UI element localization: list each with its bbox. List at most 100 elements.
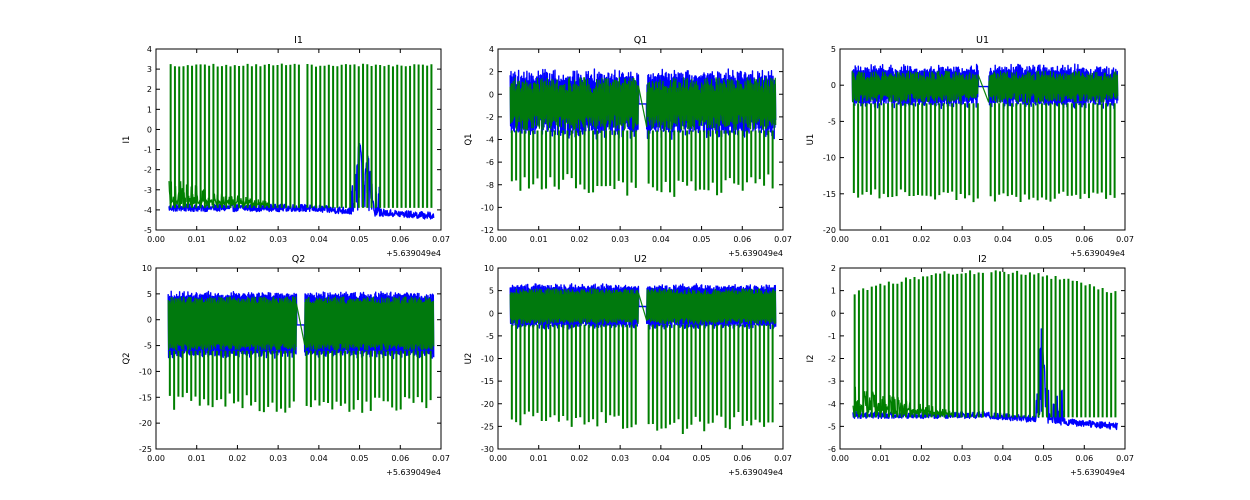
- axes-frame: [155, 48, 442, 231]
- subplot-title: I2: [978, 254, 987, 265]
- y-tick-label: -15: [481, 377, 494, 386]
- x-tick-label: 0.04: [652, 454, 670, 463]
- x-tick-label: 0.05: [351, 454, 369, 463]
- x-tick-label: 0.07: [1116, 235, 1134, 244]
- y-tick-label: 3: [147, 65, 152, 74]
- subplot-q1: 0.00 0.01 0.02 0.03 0.04 0.05 0.06 0.07 -12 -10 -8…: [464, 35, 792, 258]
- subplot-title: Q2: [292, 254, 306, 265]
- y-tick-label: 4: [147, 45, 152, 54]
- y-tick-label: 5: [831, 45, 836, 54]
- x-offset-label: +5.639049e4: [1070, 249, 1125, 258]
- y-axis-label: Q1: [464, 133, 474, 145]
- plot-area: [851, 63, 1119, 203]
- x-tick-label: 0.00: [147, 454, 165, 463]
- y-tick-label: 0: [489, 309, 494, 318]
- x-tick-label: 0.06: [733, 235, 751, 244]
- x-tick-label: 0.01: [188, 235, 206, 244]
- x-tick-label: 0.05: [693, 454, 711, 463]
- y-tick-label: 2: [831, 264, 836, 273]
- x-tick-label: 0.00: [489, 235, 507, 244]
- y-tick-label: -3: [828, 377, 836, 386]
- y-tick-label: -6: [828, 445, 836, 454]
- y-tick-label: 0: [489, 90, 494, 99]
- y-tick-label: -8: [486, 181, 494, 190]
- y-tick-label: 1: [831, 287, 836, 296]
- x-tick-label: 0.03: [953, 454, 971, 463]
- subplot-title: U2: [634, 254, 647, 265]
- x-tick-label: 0.06: [391, 454, 409, 463]
- y-tick-label: 4: [489, 45, 494, 54]
- y-axis-label: U2: [464, 353, 474, 365]
- y-tick-label: -10: [823, 154, 836, 163]
- axes-frame: [839, 48, 1126, 231]
- y-tick-label: -5: [144, 342, 152, 351]
- x-tick-label: 0.00: [831, 454, 849, 463]
- y-tick-label: -4: [144, 206, 152, 215]
- y-tick-label: -10: [481, 203, 494, 212]
- x-tick-label: 0.04: [310, 454, 328, 463]
- x-tick-label: 0.03: [611, 454, 629, 463]
- x-tick-label: 0.01: [872, 235, 890, 244]
- series-green-line: [168, 181, 271, 209]
- x-tick-label: 0.02: [913, 235, 931, 244]
- x-tick-label: 0.05: [1035, 454, 1053, 463]
- y-tick-label: -3: [144, 186, 152, 195]
- x-tick-label: 0.05: [351, 235, 369, 244]
- x-tick-label: 0.02: [913, 454, 931, 463]
- y-tick-label: -20: [481, 400, 494, 409]
- x-offset-label: +5.639049e4: [1070, 468, 1125, 477]
- x-tick-label: 0.05: [693, 235, 711, 244]
- y-tick-label: -20: [139, 419, 152, 428]
- y-tick-label: 10: [142, 264, 152, 273]
- x-tick-label: 0.06: [391, 235, 409, 244]
- y-tick-label: -20: [823, 226, 836, 235]
- y-tick-label: 1: [147, 105, 152, 114]
- x-tick-label: 0.01: [188, 454, 206, 463]
- series-green-line: [509, 288, 777, 325]
- y-tick-label: 2: [147, 85, 152, 94]
- subplot-u1: 0.00 0.01 0.02 0.03 0.04 0.05 0.06 0.07 -20 -15 -1…: [806, 35, 1134, 258]
- x-tick-label: 0.07: [774, 235, 792, 244]
- x-tick-label: 0.02: [229, 235, 247, 244]
- x-tick-label: 0.03: [611, 235, 629, 244]
- plot-area: [852, 270, 1119, 431]
- x-tick-label: 0.01: [530, 454, 548, 463]
- x-tick-label: 0.02: [571, 454, 589, 463]
- y-tick-label: -10: [481, 355, 494, 364]
- y-tick-label: 0: [147, 316, 152, 325]
- y-axis-label: I1: [122, 136, 132, 144]
- subplot-title: U1: [976, 35, 989, 46]
- y-axis-label: I2: [806, 355, 816, 363]
- y-tick-label: -6: [486, 158, 494, 167]
- x-tick-label: 0.05: [1035, 235, 1053, 244]
- y-tick-label: 2: [489, 68, 494, 77]
- y-tick-label: -10: [139, 367, 152, 376]
- y-tick-label: 0: [831, 309, 836, 318]
- x-tick-label: 0.06: [733, 454, 751, 463]
- y-tick-label: -25: [139, 445, 152, 454]
- y-tick-label: -25: [481, 422, 494, 431]
- x-tick-label: 0.00: [489, 454, 507, 463]
- series-green-line: [167, 296, 435, 351]
- x-offset-label: +5.639049e4: [386, 468, 441, 477]
- plot-area: [168, 63, 435, 220]
- y-tick-label: -30: [481, 445, 494, 454]
- y-tick-label: 5: [147, 290, 152, 299]
- x-tick-label: 0.06: [1075, 454, 1093, 463]
- x-offset-label: +5.639049e4: [386, 249, 441, 258]
- x-tick-label: 0.04: [994, 454, 1012, 463]
- subplot-u2: 0.00 0.01 0.02 0.03 0.04 0.05 0.06 0.07 -30 -25 -2…: [464, 254, 792, 477]
- y-tick-label: -15: [139, 393, 152, 402]
- plot-area: [167, 290, 435, 413]
- y-tick-label: -2: [828, 355, 836, 364]
- x-tick-label: 0.02: [229, 454, 247, 463]
- x-tick-label: 0.06: [1075, 235, 1093, 244]
- x-tick-label: 0.00: [831, 235, 849, 244]
- x-tick-label: 0.07: [432, 454, 450, 463]
- x-tick-label: 0.02: [571, 235, 589, 244]
- y-tick-label: 5: [489, 287, 494, 296]
- series-green-line: [852, 386, 955, 417]
- axes-frame: [155, 267, 442, 450]
- subplot-i1: 0.00 0.01 0.02 0.03 0.04 0.05 0.06 0.07 -5 -4 -3 -2…: [122, 35, 450, 258]
